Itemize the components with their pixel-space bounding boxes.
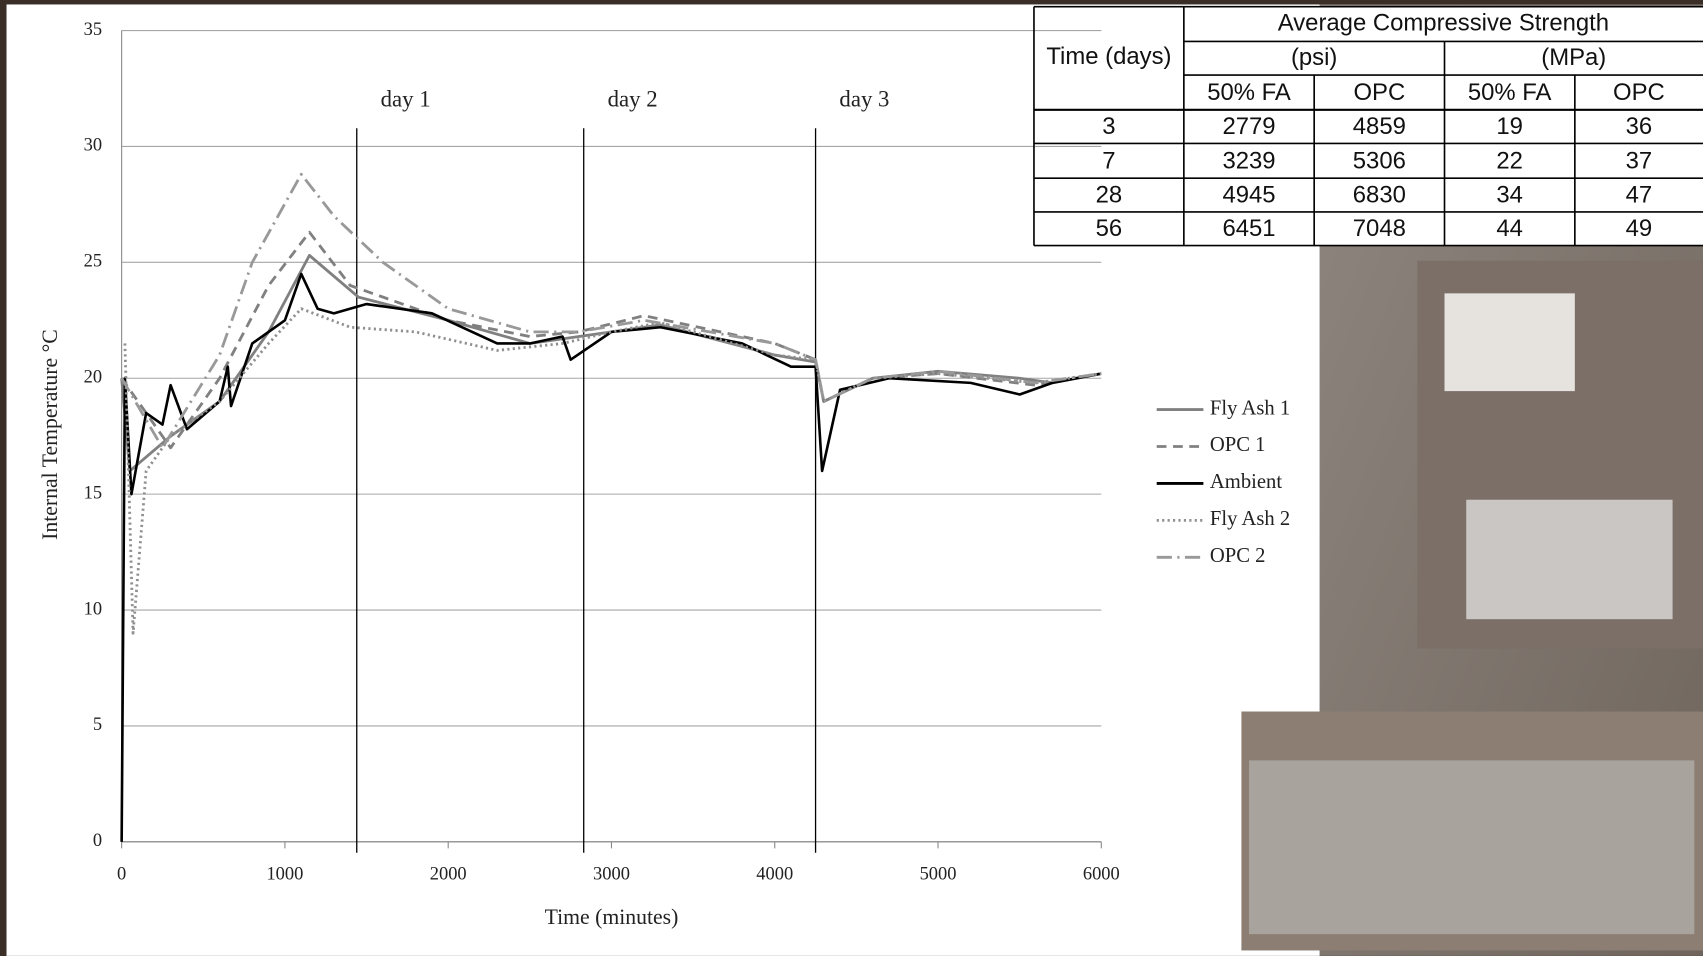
x-tick-label: 1000	[266, 864, 303, 884]
y-tick-label: 10	[84, 598, 102, 618]
table-cell: 56	[1096, 215, 1123, 242]
table-cell: 22	[1496, 147, 1523, 174]
day-label: day 2	[608, 86, 658, 111]
table-cell: 44	[1496, 215, 1523, 242]
y-tick-label: 25	[84, 251, 102, 271]
table-cell: 5306	[1353, 147, 1406, 174]
day-label: day 3	[839, 86, 889, 111]
x-tick-label: 2000	[430, 864, 467, 884]
day-label: day 1	[381, 86, 431, 111]
table-cell: 6830	[1353, 181, 1406, 208]
y-tick-label: 15	[84, 482, 102, 502]
table-cell: Average Compressive Strength	[1278, 9, 1609, 36]
table-cell: 4945	[1222, 181, 1275, 208]
table-cell: 7048	[1353, 215, 1406, 242]
legend-label: Ambient	[1210, 471, 1282, 493]
table-cell: 28	[1096, 181, 1123, 208]
y-tick-label: 20	[84, 366, 102, 386]
table-cell: 6451	[1222, 215, 1275, 242]
x-tick-label: 4000	[756, 864, 793, 884]
photo-detail	[1466, 500, 1672, 619]
y-tick-label: 0	[93, 830, 102, 850]
table-cell: 49	[1626, 215, 1653, 242]
photo-detail	[1445, 293, 1575, 391]
slide: Time (minutes) Internal Temperature °C 0…	[0, 0, 1703, 956]
photo-detail	[1249, 760, 1694, 934]
table-cell: 50% FA	[1207, 79, 1291, 106]
table-cell: 19	[1496, 113, 1523, 140]
legend-label: Fly Ash 1	[1210, 397, 1290, 419]
x-tick-label: 6000	[1083, 864, 1120, 884]
y-tick-label: 35	[84, 19, 102, 39]
x-tick-label: 3000	[593, 864, 630, 884]
legend-label: OPC 2	[1210, 545, 1266, 567]
table-cell: 7	[1102, 147, 1115, 174]
table-cell: (MPa)	[1541, 44, 1606, 71]
table-cell: 34	[1496, 181, 1523, 208]
page: {"chart_data": {"type": "line", "x_label…	[0, 0, 1703, 956]
table-cell: 3	[1102, 113, 1115, 140]
legend-label: Fly Ash 2	[1210, 508, 1290, 530]
x-axis-label: Time (minutes)	[545, 905, 679, 929]
table-cell: (psi)	[1291, 44, 1337, 71]
x-tick-label: 5000	[920, 864, 957, 884]
legend-label: OPC 1	[1210, 434, 1266, 456]
table-cell: 50% FA	[1468, 79, 1552, 106]
y-tick-label: 30	[84, 135, 102, 155]
table-cell: 3239	[1222, 147, 1275, 174]
y-axis-label: Internal Temperature °C	[38, 329, 62, 540]
y-tick-label: 5	[93, 714, 102, 734]
table-cell: OPC	[1353, 79, 1405, 106]
x-tick-label: 0	[117, 864, 126, 884]
table-cell: 37	[1626, 147, 1653, 174]
table-cell: 4859	[1353, 113, 1406, 140]
table-cell: 2779	[1222, 113, 1275, 140]
table-cell: OPC	[1613, 79, 1665, 106]
table-cell: 47	[1626, 181, 1653, 208]
table-cell: Time (days)	[1046, 43, 1171, 70]
table-cell: 36	[1626, 113, 1653, 140]
